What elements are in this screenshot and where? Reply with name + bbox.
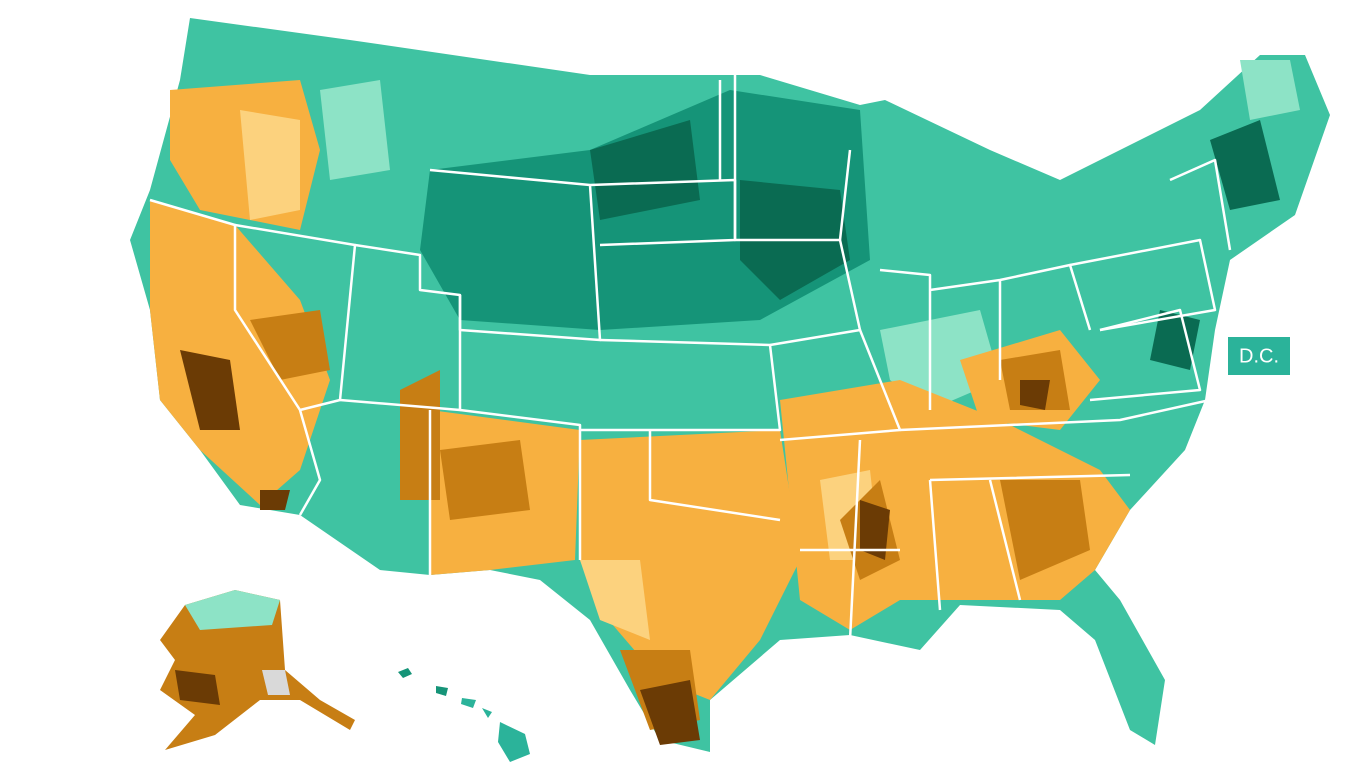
border-line xyxy=(1069,158,1232,332)
border-line xyxy=(580,338,782,522)
alaska-dark xyxy=(175,670,220,705)
island xyxy=(498,722,530,762)
alaska-land xyxy=(160,590,355,750)
island xyxy=(482,708,492,718)
border-line xyxy=(234,223,357,412)
alaska xyxy=(160,590,355,750)
alaska-north xyxy=(185,590,280,630)
island xyxy=(398,668,412,678)
island xyxy=(436,686,448,696)
border-line xyxy=(1089,308,1202,402)
dark-brown-region xyxy=(180,350,1050,745)
border-line xyxy=(428,408,582,575)
border-line xyxy=(149,198,322,516)
dc-label-text: D.C. xyxy=(1239,345,1279,367)
dc-label-box xyxy=(1228,337,1290,375)
border-line xyxy=(899,398,1211,611)
state-borders xyxy=(149,75,1232,641)
island xyxy=(461,698,476,708)
darkest-green-region xyxy=(590,120,1280,370)
border-line xyxy=(339,243,462,412)
dc-label: D.C. xyxy=(1228,337,1290,375)
hawaii xyxy=(398,668,530,762)
alaska-gray xyxy=(262,670,290,695)
contiguous-us xyxy=(130,18,1330,752)
